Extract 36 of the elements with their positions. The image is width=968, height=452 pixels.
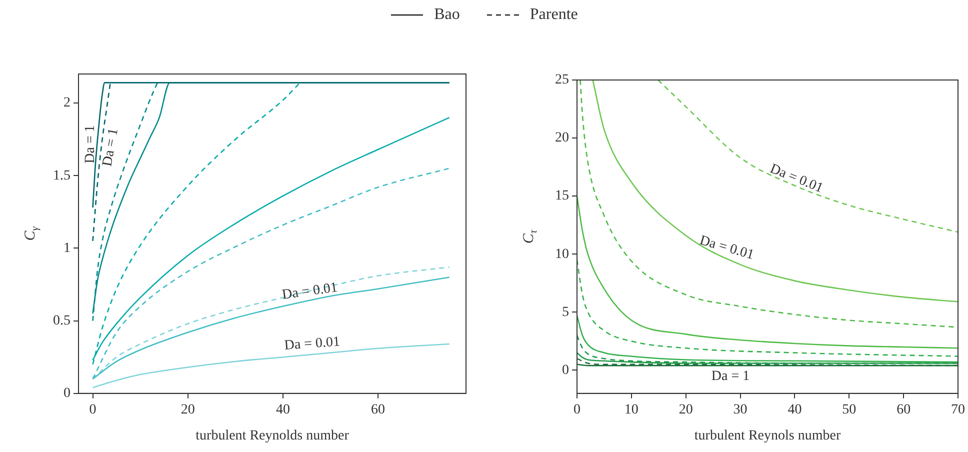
y-tick-label: 10	[555, 246, 569, 262]
annotation: Da = 0.01	[768, 161, 826, 196]
y-tick-label: 0	[64, 386, 70, 402]
x-axis-title: turbulent Reynolds number	[196, 428, 350, 444]
y-tick-label: 1	[64, 240, 70, 256]
annotation: Da = 1	[83, 125, 98, 164]
annotation: Da = 0.01	[698, 233, 756, 264]
x-tick-label: 70	[951, 402, 965, 418]
x-tick-label: 50	[842, 402, 856, 418]
x-tick-label: 30	[733, 402, 748, 418]
y-tick-label: 1.5	[53, 168, 70, 184]
x-tick-label: 20	[180, 402, 195, 418]
x-tick-label: 40	[276, 402, 290, 418]
x-axis-title: turbulent Reynols number	[694, 428, 841, 444]
y-axis-title: Cτ	[520, 228, 540, 244]
annotation: Da = 1	[711, 369, 750, 384]
annotation: Da = 0.01	[281, 280, 338, 303]
y-tick-label: 2	[64, 96, 70, 111]
y-tick-label: 0	[562, 362, 569, 378]
x-tick-label: 20	[678, 402, 693, 418]
text: Parente	[530, 6, 578, 24]
x-tick-label: 10	[624, 402, 638, 418]
y-tick-label: 20	[555, 130, 569, 146]
annotation: Da = 1	[100, 127, 122, 168]
x-tick-label: 60	[896, 402, 911, 418]
y-tick-label: 25	[555, 72, 569, 88]
y-axis-title: Cγ	[22, 226, 41, 241]
x-tick-label: 0	[89, 402, 96, 418]
y-tick-label: 5	[562, 304, 569, 320]
y-tick-label: 0.5	[53, 313, 70, 328]
x-tick-label: 40	[788, 402, 802, 418]
x-tick-label: 0	[574, 402, 580, 418]
annotation: Da = 0.01	[284, 334, 340, 354]
x-tick-label: 60	[371, 402, 386, 418]
text: Bao	[434, 6, 460, 24]
y-tick-label: 15	[555, 188, 569, 204]
